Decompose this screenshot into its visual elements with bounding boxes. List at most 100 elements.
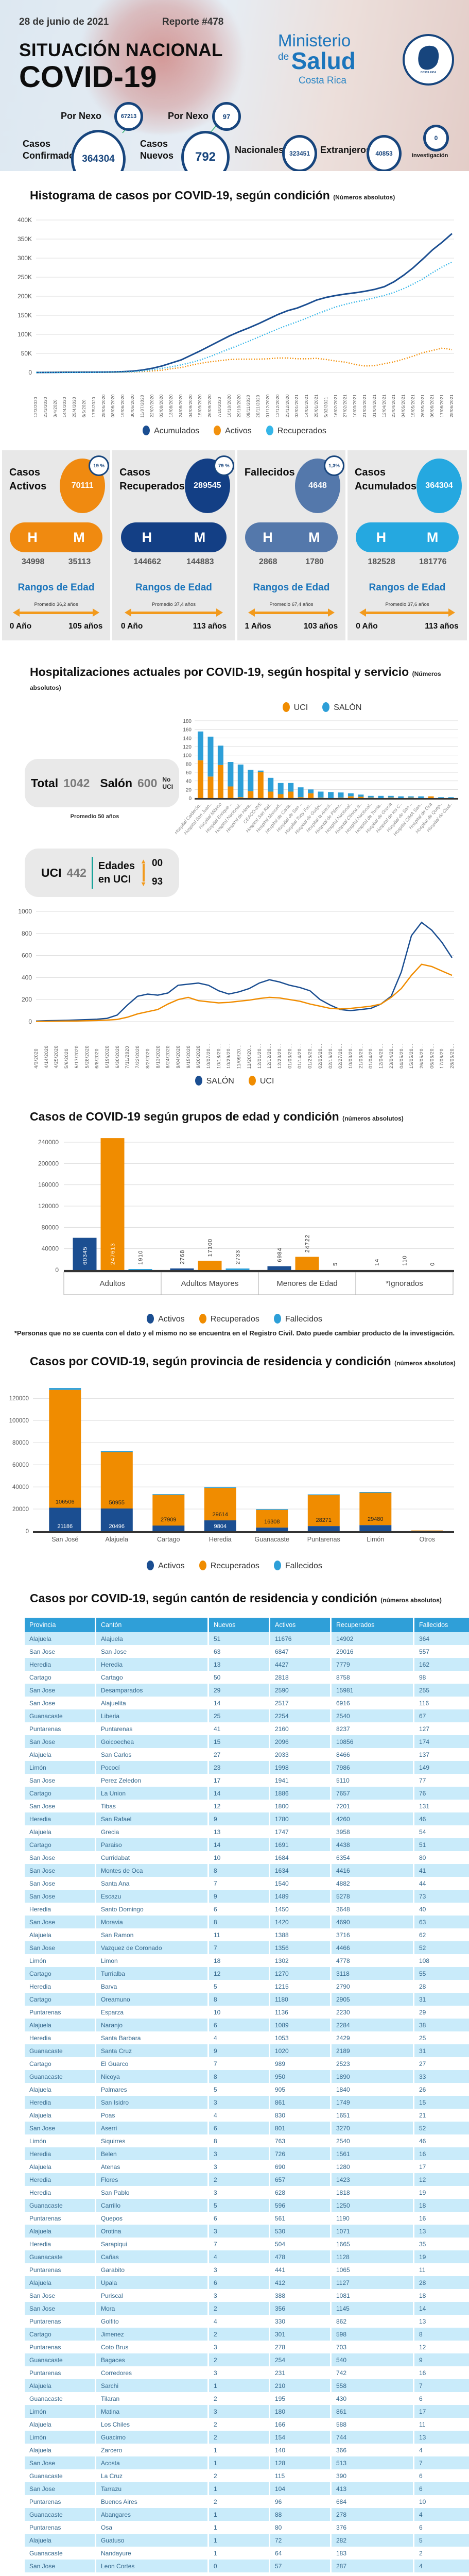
table-cell: 2160	[269, 1722, 332, 1735]
table-cell: 10	[208, 1851, 270, 1864]
table-cell: Heredia	[95, 1658, 209, 1671]
table-cell: Los Chiles	[95, 2418, 209, 2431]
histogram-legend: Acumulados Activos Recuperados	[0, 426, 469, 436]
page-title-line1: SITUACIÓN NACIONAL	[19, 40, 223, 60]
table-cell: 6	[208, 2122, 270, 2134]
table-cell: Alajuela	[25, 2276, 96, 2289]
table-cell: Upala	[95, 2276, 209, 2289]
svg-text:5: 5	[333, 1262, 339, 1266]
legend-dot-icon	[282, 702, 290, 712]
svg-text:29480: 29480	[368, 1516, 384, 1522]
svg-text:0: 0	[28, 369, 32, 376]
table-cell: 1747	[269, 1825, 332, 1838]
table-cell: 2189	[331, 2044, 414, 2057]
table-cell: 41	[413, 1864, 469, 1877]
card-title: Casos Activos	[9, 467, 47, 492]
legend-item: Activos	[147, 1314, 185, 1324]
table-cell: Puntarenas	[25, 2521, 96, 2534]
table-cell: 31	[413, 2044, 469, 2057]
extranjeros-label: Extranjeros	[320, 145, 372, 155]
table-cell: Guanacaste	[25, 2250, 96, 2263]
hospital-legend: UCI SALÓN	[175, 702, 469, 713]
table-cell: 13	[208, 1658, 270, 1671]
table-cell: 10	[208, 2006, 270, 2019]
table-cell: San Jose	[25, 2302, 96, 2315]
table-row: AlajuelaPoas48301651212502	[25, 2109, 469, 2122]
table-cell: 2096	[269, 1735, 332, 1748]
svg-text:200000: 200000	[38, 1160, 59, 1167]
table-cell: Sarapiqui	[95, 2238, 209, 2250]
x-tick-label: 4/25/2020	[54, 1045, 59, 1069]
table-cell: 8	[208, 1993, 270, 2006]
table-cell: 1190	[331, 2212, 414, 2225]
table-row: CartagoJimenez23015988907	[25, 2328, 469, 2341]
table-row: San JoseCurridabat1016846354808118	[25, 1851, 469, 1864]
table-row: LimónLimon18130247781086188	[25, 1954, 469, 1967]
table-cell: 2523	[331, 2057, 414, 2070]
table-cell: 14	[208, 1787, 270, 1800]
table-cell: 41	[208, 1722, 270, 1735]
svg-text:100: 100	[183, 753, 192, 759]
table-cell: Barva	[95, 1980, 209, 1993]
table-cell: 1	[208, 2521, 270, 2534]
table-cell: San Jose	[25, 1864, 96, 1877]
table-cell: Alajuela	[25, 1748, 96, 1761]
table-cell: 905	[269, 2083, 332, 2096]
table-row: PuntarenasQuepos65611190161767	[25, 2212, 469, 2225]
table-cell: 52	[413, 2122, 469, 2134]
svg-text:14: 14	[374, 1259, 380, 1266]
table-cell: 1127	[331, 2276, 414, 2289]
table-cell: 2	[208, 2392, 270, 2405]
table-cell: 278	[331, 2508, 414, 2521]
x-tick-label: 10/03/2021	[353, 394, 358, 417]
table-cell: 1	[208, 2482, 270, 2495]
table-cell: 1071	[331, 2225, 414, 2238]
table-cell: Desamparados	[95, 1684, 209, 1697]
table-cell: 7	[208, 2057, 270, 2070]
table-cell: 596	[269, 2199, 332, 2212]
table-cell: 12	[208, 1800, 270, 1812]
x-tick-label: 12/04/2021	[381, 394, 387, 417]
table-cell: 1941	[269, 1774, 332, 1787]
svg-text:16308: 16308	[264, 1519, 280, 1525]
x-tick-label: 26/09/2020	[207, 394, 213, 417]
svg-text:800: 800	[22, 930, 32, 937]
x-tick-label: 23/04/20...	[388, 1043, 394, 1069]
x-tick-label: 7/10/2020	[217, 396, 222, 417]
table-cell: Paraiso	[95, 1838, 209, 1851]
nacionales-label: Nacionales	[235, 145, 284, 155]
table-cell: 6847	[269, 1645, 332, 1658]
table-header-cell: Nuevos	[208, 1618, 270, 1632]
table-cell: 1180	[269, 1993, 332, 2006]
table-cell: Puntarenas	[25, 2006, 96, 2019]
table-cell: 11	[208, 1928, 270, 1941]
table-cell: 1800	[269, 1800, 332, 1812]
table-cell: 742	[331, 2366, 414, 2379]
table-cell: San Jose	[25, 1941, 96, 1954]
table-cell: Sarchi	[95, 2379, 209, 2392]
age-range-arrow-icon	[125, 608, 223, 617]
table-row: GuanacasteCañas44781128191625	[25, 2250, 469, 2263]
svg-text:Cartago: Cartago	[157, 1536, 180, 1543]
table-cell: 6	[413, 2521, 469, 2534]
svg-text:120000: 120000	[9, 1396, 29, 1402]
table-cell: Quepos	[95, 2212, 209, 2225]
x-tick-label: 01/25/20...	[307, 1043, 313, 1069]
table-cell: 15	[413, 2096, 469, 2109]
svg-text:400: 400	[22, 974, 32, 981]
table-cell: 63	[208, 1645, 270, 1658]
x-tick-label: 5/17/2020	[74, 1045, 79, 1069]
por-nexo-nuevos-label: Por Nexo	[168, 111, 209, 121]
table-cell: 1020	[269, 2044, 332, 2057]
x-tick-label: 10/07/20...	[206, 1043, 211, 1069]
legend-item: Fallecidos	[273, 1314, 322, 1324]
svg-text:60000: 60000	[12, 1462, 29, 1468]
table-header-cell: Cantón	[95, 1618, 209, 1632]
x-tick-label: 17/5/2020	[91, 396, 96, 417]
table-cell: 18	[413, 2289, 469, 2302]
x-tick-label: 18/10/2020	[227, 394, 232, 417]
table-cell: 9	[208, 1812, 270, 1825]
x-tick-label: 26/05/2021	[420, 394, 425, 417]
